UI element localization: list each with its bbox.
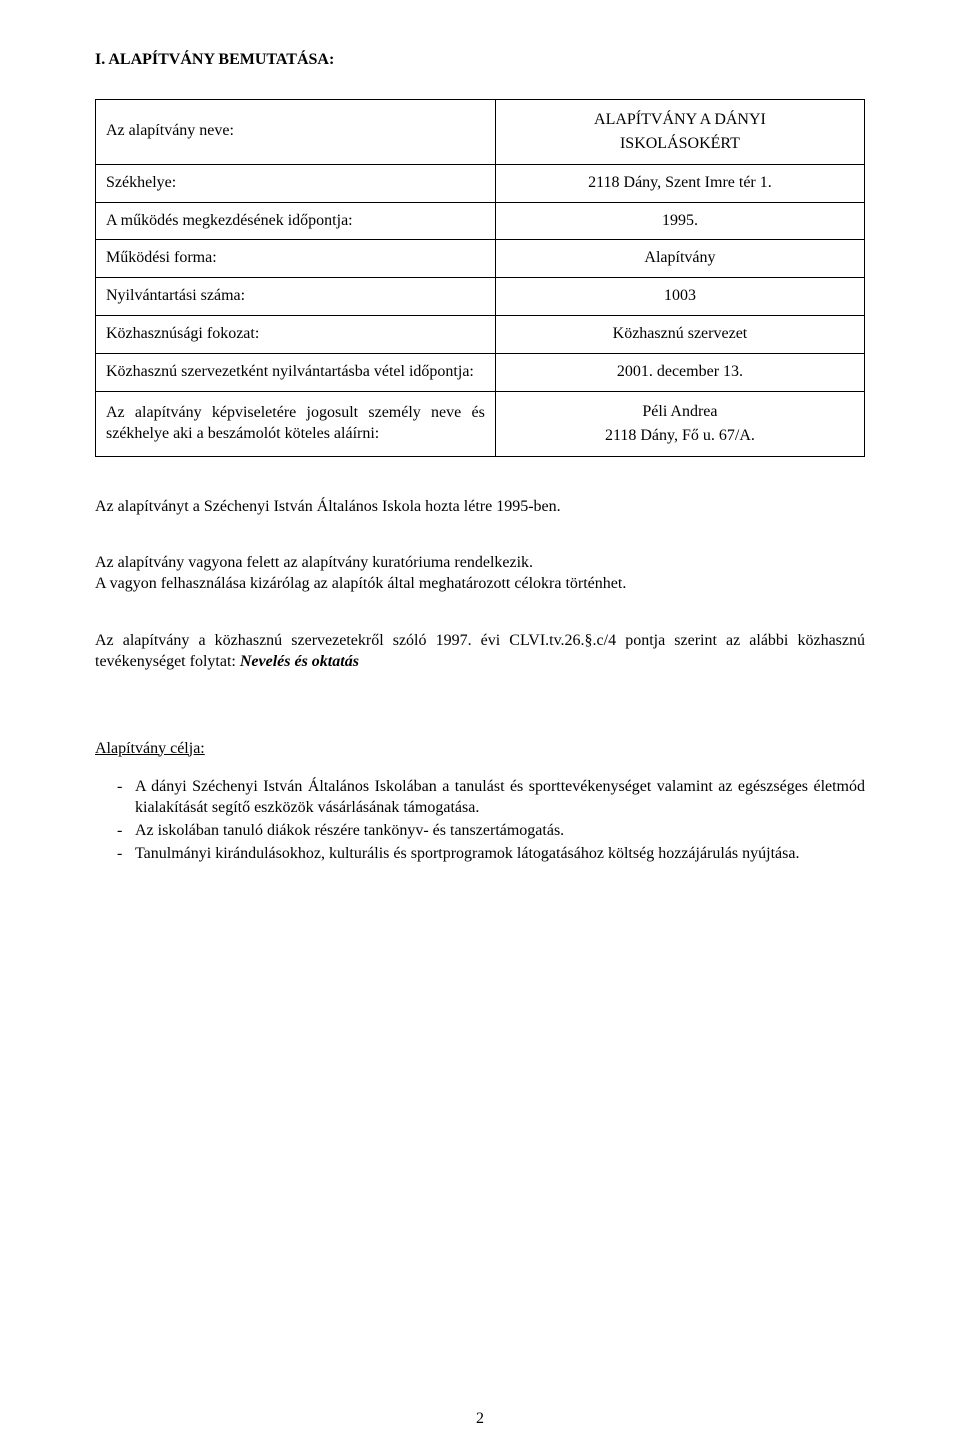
paragraph-assets-2: A vagyon felhasználása kizárólag az alap… <box>95 574 865 595</box>
table-value: ALAPÍTVÁNY A DÁNYI ISKOLÁSOKÉRT <box>495 99 864 164</box>
value-line: Péli Andrea <box>506 400 854 424</box>
paragraph-activity: Az alapítvány a közhasznú szervezetekről… <box>95 631 865 673</box>
table-label: Nyilvántartási száma: <box>96 278 496 316</box>
table-label: Az alapítvány képviseletére jogosult sze… <box>96 391 496 456</box>
table-label: Közhasznú szervezetként nyilvántartásba … <box>96 353 496 391</box>
table-label: A működés megkezdésének időpontja: <box>96 202 496 240</box>
value-line: ALAPÍTVÁNY A DÁNYI <box>506 108 854 132</box>
table-value: 2118 Dány, Szent Imre tér 1. <box>495 164 864 202</box>
page-number: 2 <box>0 1409 960 1430</box>
table-row: Nyilvántartási száma: 1003 <box>96 278 865 316</box>
table-value: 2001. december 13. <box>495 353 864 391</box>
table-value: Alapítvány <box>495 240 864 278</box>
table-row: Az alapítvány képviseletére jogosult sze… <box>96 391 865 456</box>
goals-heading: Alapítvány célja: <box>95 739 865 760</box>
table-row: A működés megkezdésének időpontja: 1995. <box>96 202 865 240</box>
table-label: Működési forma: <box>96 240 496 278</box>
table-value: 1995. <box>495 202 864 240</box>
table-value: Közhasznú szervezet <box>495 315 864 353</box>
table-row: Közhasznú szervezetként nyilvántartásba … <box>96 353 865 391</box>
goals-list: A dányi Széchenyi István Általános Iskol… <box>95 777 865 864</box>
table-label: Az alapítvány neve: <box>96 99 496 164</box>
table-value: Péli Andrea 2118 Dány, Fő u. 67/A. <box>495 391 864 456</box>
activity-prefix: Az alapítvány a közhasznú szervezetekről… <box>95 632 865 670</box>
table-row: Működési forma: Alapítvány <box>96 240 865 278</box>
paragraph-established: Az alapítványt a Széchenyi István Általá… <box>95 497 865 518</box>
value-line: ISKOLÁSOKÉRT <box>506 132 854 156</box>
table-row: Közhasznúsági fokozat: Közhasznú szervez… <box>96 315 865 353</box>
section-title: I. ALAPÍTVÁNY BEMUTATÁSA: <box>95 50 865 71</box>
table-row: Székhelye: 2118 Dány, Szent Imre tér 1. <box>96 164 865 202</box>
foundation-info-table: Az alapítvány neve: ALAPÍTVÁNY A DÁNYI I… <box>95 99 865 457</box>
list-item: A dányi Széchenyi István Általános Iskol… <box>117 777 865 819</box>
list-item: Az iskolában tanuló diákok részére tankö… <box>117 821 865 842</box>
table-row: Az alapítvány neve: ALAPÍTVÁNY A DÁNYI I… <box>96 99 865 164</box>
table-label: Székhelye: <box>96 164 496 202</box>
table-value: 1003 <box>495 278 864 316</box>
activity-italic: Nevelés és oktatás <box>240 653 359 670</box>
paragraph-assets-1: Az alapítvány vagyona felett az alapítvá… <box>95 553 865 574</box>
list-item: Tanulmányi kirándulásokhoz, kulturális é… <box>117 844 865 865</box>
value-line: 2118 Dány, Fő u. 67/A. <box>506 424 854 448</box>
table-label: Közhasznúsági fokozat: <box>96 315 496 353</box>
